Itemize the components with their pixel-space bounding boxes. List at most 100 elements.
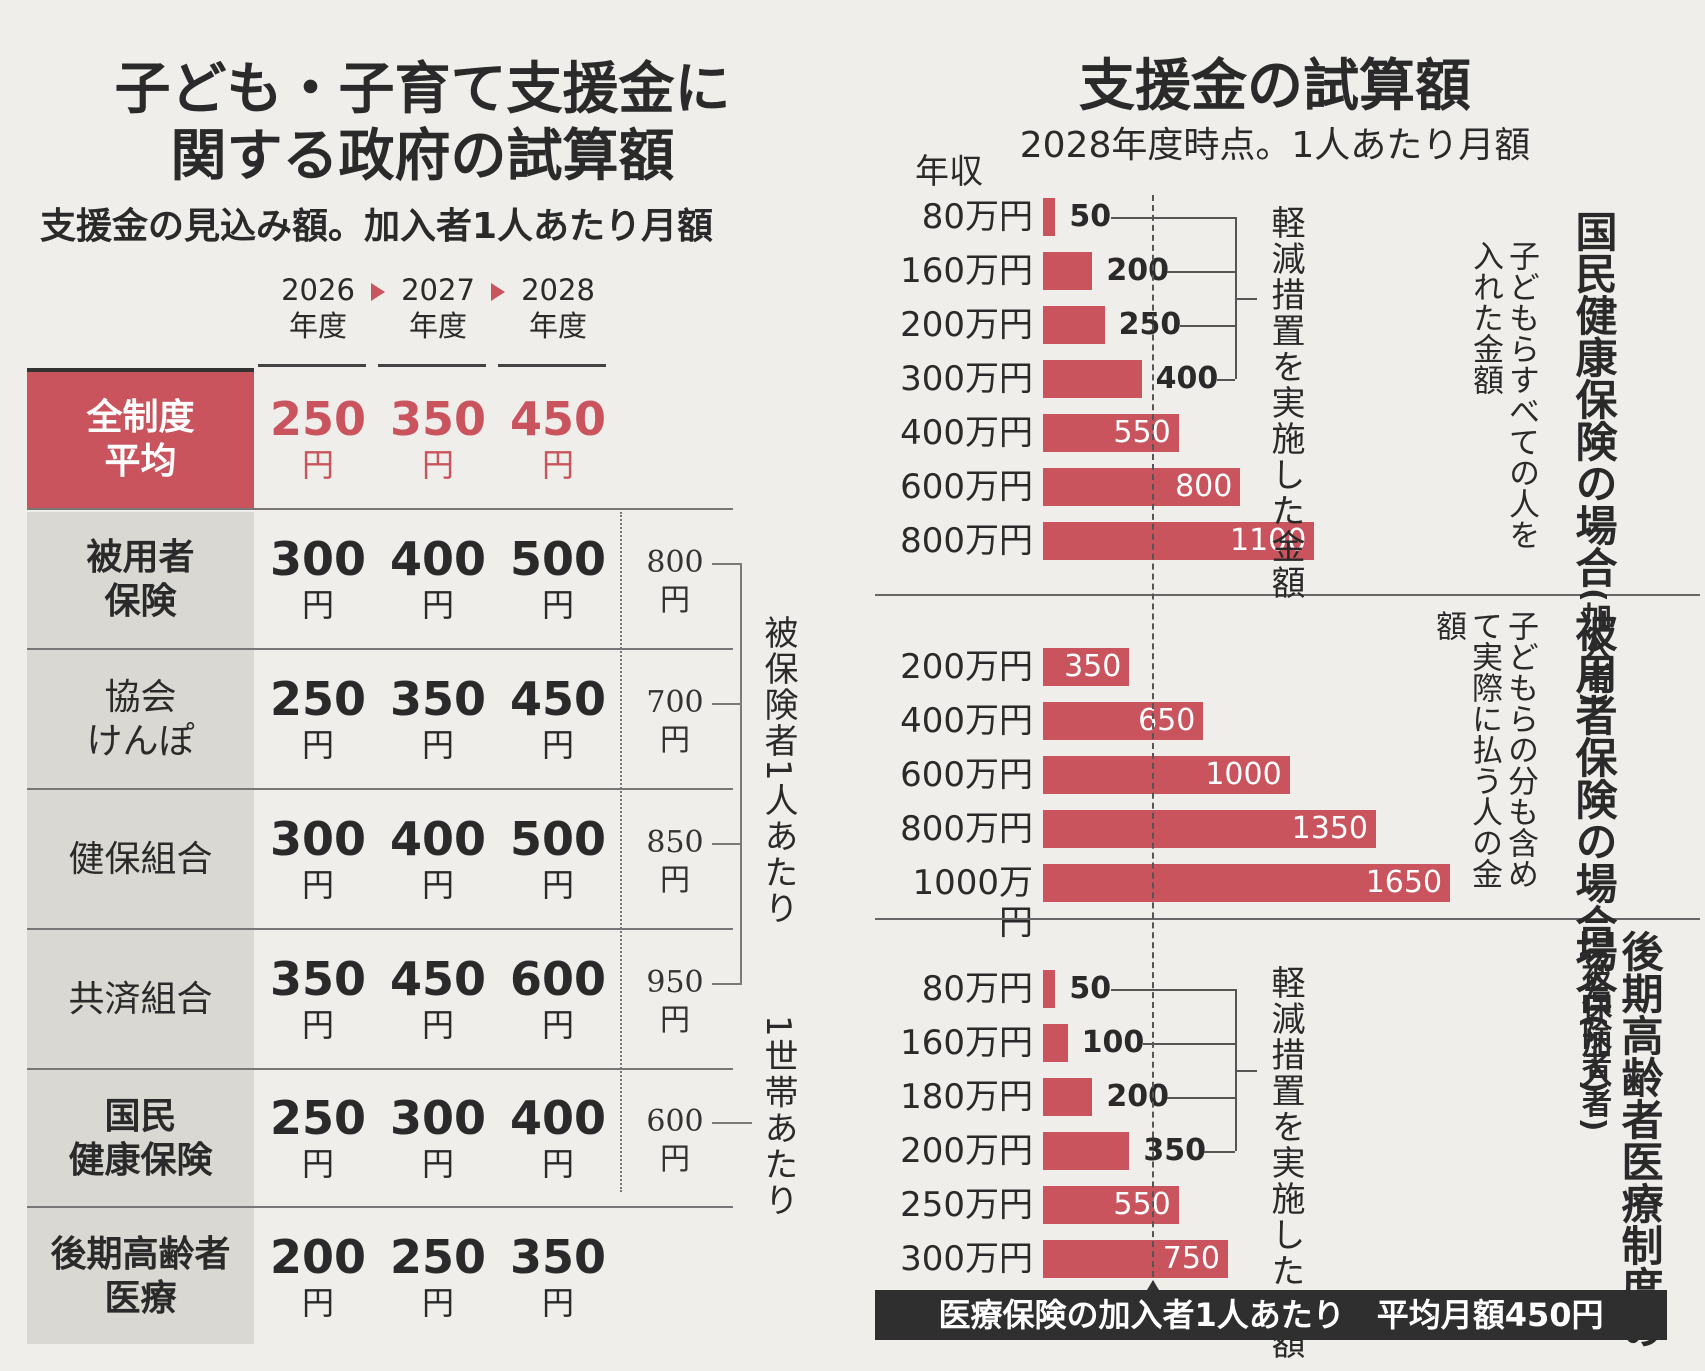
yen-unit: 円 — [421, 1284, 454, 1322]
bracket-tick — [712, 983, 740, 985]
right-title: 支援金の試算額 — [1079, 54, 1471, 119]
yen-unit: 円 — [541, 866, 574, 904]
yen-unit: 円 — [541, 726, 574, 764]
row-divider — [27, 788, 733, 790]
right-panel: 支援金の試算額 2028年度時点。1人あたり月額 年収 80万円 50 160万円 2… — [845, 0, 1705, 1371]
yen-unit: 円 — [301, 726, 334, 764]
value-cell: 250 — [269, 1091, 367, 1145]
income-tick-label: 160万円 — [900, 251, 1033, 291]
footer-average-bar: 医療保険の加入者1人あたり 平均月額450円 — [875, 1290, 1667, 1340]
income-tick-label: 200万円 — [900, 305, 1033, 345]
income-tick-label: 300万円 — [900, 359, 1033, 399]
header-rule — [258, 364, 366, 367]
income-tick-label: 200万円 — [900, 647, 1033, 687]
yen-unit: 円 — [421, 726, 454, 764]
row-label-elderly: 後期高齢者 医療 — [50, 1234, 231, 1319]
row-label-kenpo: 健保組合 — [68, 839, 213, 880]
value-cell: 350 — [269, 952, 367, 1006]
bar — [1043, 252, 1093, 290]
data-label: 1650 — [1365, 865, 1443, 900]
section-title-employee: 被用者保険の場合(被保険者) — [1569, 610, 1618, 1094]
bar — [1043, 1132, 1130, 1170]
section-divider — [875, 918, 1700, 920]
data-label: 50 — [1069, 199, 1112, 234]
bar — [1043, 970, 1056, 1008]
arrow-icon — [491, 283, 505, 301]
yen-unit: 円 — [541, 446, 574, 484]
bar — [1043, 198, 1056, 236]
highlight-label-cell — [27, 368, 254, 508]
yen-unit: 円 — [660, 863, 690, 898]
data-label: 650 — [1138, 703, 1196, 738]
section-note-national: 子どもらすべての人を入れた金額 — [1467, 240, 1539, 550]
yen-unit: 円 — [301, 866, 334, 904]
value-cell: 500 — [509, 812, 607, 866]
insured-value: 800 — [646, 545, 704, 580]
table-top-rule — [27, 368, 254, 372]
value-cell: 350 — [389, 392, 487, 446]
value-cell: 600 — [509, 952, 607, 1006]
income-tick-label: 180万円 — [900, 1077, 1033, 1117]
bar — [1043, 306, 1105, 344]
header-rule — [378, 364, 486, 367]
section-title-elderly: 後期高齢者医療制度の場合(加入者) — [1569, 930, 1664, 1350]
row-divider — [27, 1206, 733, 1208]
yen-unit: 円 — [421, 1145, 454, 1183]
value-cell: 250 — [389, 1230, 487, 1284]
income-tick-label: 80万円 — [921, 969, 1033, 1009]
bar — [1043, 360, 1142, 398]
income-tick-label: 400万円 — [900, 413, 1033, 453]
yen-unit: 円 — [421, 586, 454, 624]
yen-unit: 円 — [421, 866, 454, 904]
yen-unit: 円 — [541, 1284, 574, 1322]
section-note-employee: 子どもらの分も含めて実際に払う人の金額 — [1430, 610, 1538, 889]
income-tick-label: 200万円 — [900, 1131, 1033, 1171]
value-cell: 200 — [269, 1230, 367, 1284]
value-cell: 450 — [509, 392, 607, 446]
connector-line — [1179, 325, 1235, 327]
household-value: 600 — [646, 1104, 704, 1139]
yen-unit: 円 — [660, 1142, 690, 1177]
bar — [1043, 414, 1179, 452]
bar — [1043, 702, 1204, 740]
data-label: 750 — [1162, 1241, 1221, 1276]
year-2027: 2027 年度 — [401, 273, 475, 343]
left-subtitle: 支援金の見込み額。加入者1人あたり月額 — [40, 206, 714, 247]
data-label: 400 — [1155, 361, 1219, 396]
income-tick-label: 80万円 — [921, 197, 1033, 237]
bar — [1043, 468, 1241, 506]
income-tick-label: 1000万円 — [912, 863, 1033, 943]
data-label: 550 — [1113, 415, 1171, 450]
header-rule — [498, 364, 606, 367]
yen-unit: 円 — [301, 1145, 334, 1183]
bracket-line — [740, 563, 742, 985]
row-label-average: 全制度 平均 — [86, 397, 195, 482]
reduced-note: 軽減措置を実施した金額 — [1265, 205, 1305, 601]
bar — [1043, 1078, 1093, 1116]
note-household: 1世帯あたり — [758, 1015, 798, 1219]
yen-unit: 円 — [660, 583, 690, 618]
insured-value: 700 — [646, 685, 704, 720]
value-cell: 350 — [509, 1230, 607, 1284]
connector-line — [1111, 217, 1235, 219]
income-tick-label: 600万円 — [900, 467, 1033, 507]
income-tick-label: 800万円 — [900, 809, 1033, 849]
row-label-national: 国民 健康保険 — [68, 1096, 213, 1181]
row-label-kyokai: 協会 けんぽ — [86, 677, 195, 762]
row-divider — [27, 648, 733, 650]
row-label-kyosai: 共済組合 — [68, 979, 213, 1020]
row-label-employee: 被用者 保険 — [86, 537, 195, 622]
yen-unit: 円 — [660, 723, 690, 758]
year-2028: 2028 年度 — [521, 273, 595, 343]
pointer-icon — [1147, 1280, 1159, 1290]
income-tick-label: 300万円 — [900, 1239, 1033, 1279]
data-label: 350 — [1064, 649, 1122, 684]
data-label: 200 — [1106, 253, 1169, 288]
bar — [1043, 810, 1377, 848]
value-cell: 400 — [509, 1091, 607, 1145]
data-label: 1100 — [1230, 523, 1307, 558]
left-panel: 子ども・子育て支援金に 関する政府の試算額 支援金の見込み額。加入者1人あたり月… — [0, 0, 845, 1371]
row-divider — [27, 928, 733, 930]
bar — [1043, 648, 1130, 686]
insured-value: 850 — [646, 825, 704, 860]
